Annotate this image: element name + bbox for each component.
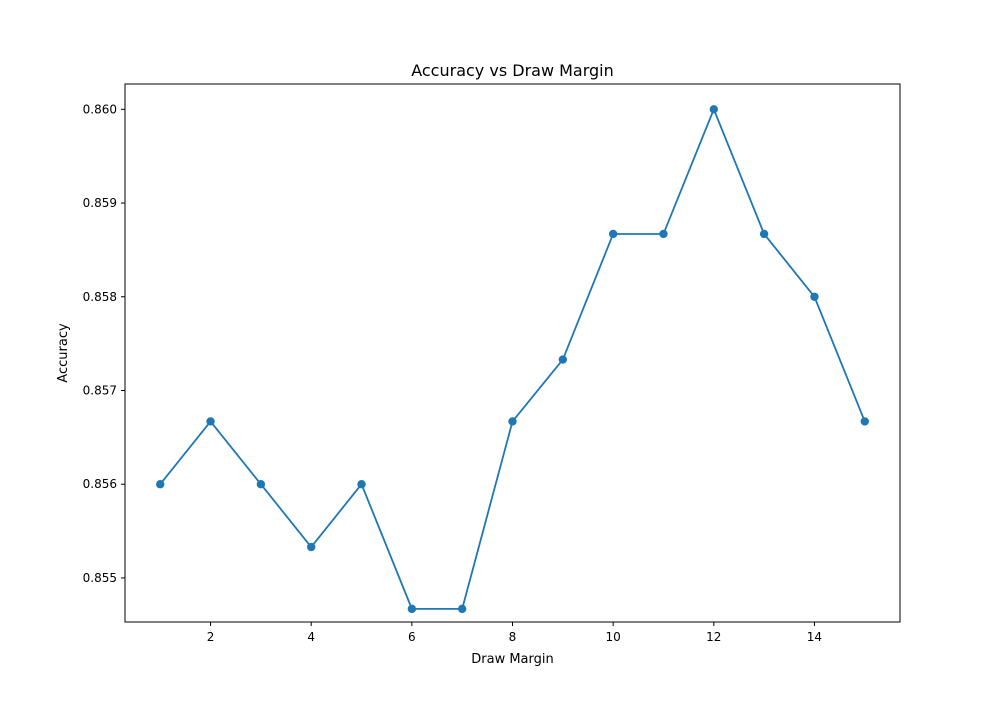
data-point xyxy=(357,480,366,489)
y-tick-label: 0.860 xyxy=(83,102,117,116)
data-point xyxy=(709,105,718,114)
ticks-layer: 2 4 6 8 10 12 14 0.855 0.856 0.857 0.858 0.859 0.860 xyxy=(83,102,822,644)
data-point xyxy=(307,542,316,552)
data-point xyxy=(156,480,165,489)
data-point xyxy=(558,355,568,364)
x-tick-label: 6 xyxy=(408,630,416,644)
y-tick-label: 0.855 xyxy=(83,571,117,585)
data-point xyxy=(608,229,618,239)
x-axis-label: Draw Margin xyxy=(471,652,554,667)
data-point xyxy=(407,604,417,614)
x-tick-label: 14 xyxy=(807,630,822,644)
x-tick-label: 4 xyxy=(307,630,315,644)
y-tick-label: 0.857 xyxy=(83,383,117,397)
data-point xyxy=(256,480,266,489)
y-tick-label: 0.859 xyxy=(83,196,117,210)
data-point xyxy=(810,292,819,301)
data-point xyxy=(206,417,215,426)
data-point xyxy=(508,417,517,426)
chart-title: Accuracy vs Draw Margin xyxy=(411,61,614,80)
data-point xyxy=(860,417,869,426)
y-axis-label: Accuracy xyxy=(56,323,71,383)
x-tick-label: 8 xyxy=(509,630,517,644)
data-point xyxy=(457,604,467,614)
x-tick-label: 10 xyxy=(606,630,621,644)
data-point xyxy=(659,229,668,239)
data-point xyxy=(759,229,769,239)
y-tick-label: 0.856 xyxy=(83,477,117,491)
x-tick-label: 2 xyxy=(207,630,215,644)
series-layer xyxy=(156,105,869,614)
x-tick-label: 12 xyxy=(706,630,721,644)
plot-area-frame xyxy=(124,83,901,623)
y-tick-label: 0.858 xyxy=(83,290,117,304)
